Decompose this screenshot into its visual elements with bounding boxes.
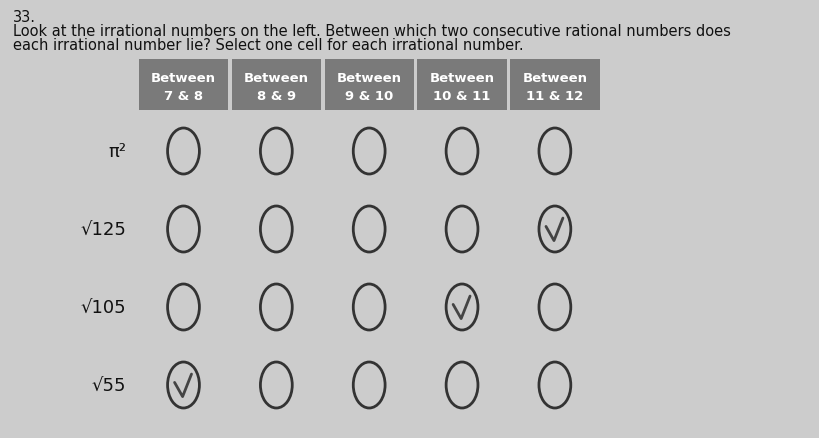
Text: Look at the irrational numbers on the left. Between which two consecutive ration: Look at the irrational numbers on the le…: [13, 24, 731, 39]
Text: 11 & 12: 11 & 12: [527, 90, 583, 103]
Text: Between: Between: [151, 72, 216, 85]
Text: 10 & 11: 10 & 11: [433, 90, 491, 103]
FancyBboxPatch shape: [324, 60, 414, 111]
Text: √55: √55: [92, 376, 126, 394]
Text: √105: √105: [81, 298, 126, 316]
FancyBboxPatch shape: [232, 60, 321, 111]
Text: Between: Between: [429, 72, 495, 85]
Text: 33.: 33.: [13, 10, 36, 25]
Text: each irrational number lie? Select one cell for each irrational number.: each irrational number lie? Select one c…: [13, 38, 524, 53]
FancyBboxPatch shape: [139, 60, 229, 111]
Text: 7 & 8: 7 & 8: [164, 90, 203, 103]
Text: Between: Between: [244, 72, 309, 85]
Text: Between: Between: [523, 72, 587, 85]
Text: √125: √125: [80, 220, 126, 238]
Text: π²: π²: [108, 143, 126, 161]
Text: 9 & 10: 9 & 10: [345, 90, 393, 103]
Text: 8 & 9: 8 & 9: [257, 90, 296, 103]
FancyBboxPatch shape: [418, 60, 507, 111]
FancyBboxPatch shape: [510, 60, 600, 111]
Text: Between: Between: [337, 72, 401, 85]
